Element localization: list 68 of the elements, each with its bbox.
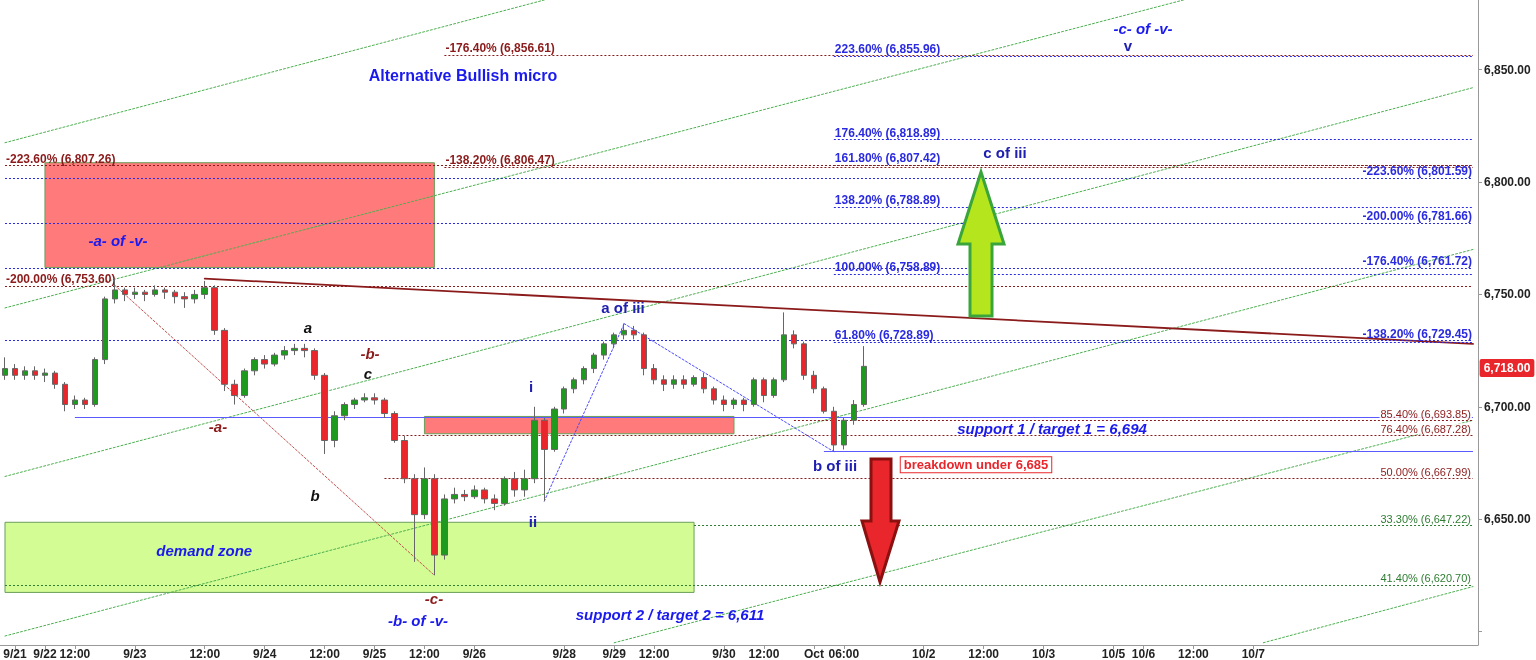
ref-line-label: 50.00% (6,667.99)	[1380, 466, 1472, 479]
ref-line-label: -176.40% (6,761.72)	[1362, 254, 1473, 269]
x-tick-label: 12:00	[59, 647, 91, 660]
x-tick-label: 10/6	[1131, 647, 1156, 660]
text: Alternative Bullish micro	[368, 66, 558, 84]
ref-line-label: 41.40% (6,620.70)	[1380, 572, 1472, 585]
x-tick-label: 9/22	[33, 647, 57, 660]
annotation: i	[528, 377, 534, 395]
y-tick-label: 6,700.00	[1484, 399, 1532, 414]
x-tick-label: 12:00	[748, 647, 780, 660]
annotation: b	[310, 486, 320, 504]
x-tick-label: 10/3	[1031, 647, 1056, 660]
ref-line-label: -200.00% (6,781.66)	[1362, 209, 1473, 224]
ref-line-label: 176.40% (6,818.89)	[834, 125, 941, 140]
annotation: -b- of -v-	[388, 611, 448, 629]
annotation: -a- of -v-	[88, 231, 148, 249]
x-tick-label: 10/2	[912, 647, 936, 660]
x-tick-label: Oct	[803, 647, 824, 660]
annotation: c	[363, 364, 373, 382]
text: 6,718.00	[1483, 361, 1531, 375]
x-tick-label: 10/7	[1241, 647, 1266, 660]
annotation: b of iii	[812, 456, 858, 474]
x-tick-label: 12:00	[309, 647, 341, 660]
ref-line-label: 33.30% (6,647.22)	[1380, 512, 1472, 525]
ref-line-label: 76.40% (6,687.28)	[1380, 422, 1472, 435]
x-tick-label: 9/24	[252, 647, 277, 660]
ref-line-label: 61.80% (6,728.89)	[834, 327, 934, 342]
ref-line-label: 223.60% (6,855.96)	[834, 42, 941, 57]
y-tick-label: 6,800.00	[1484, 175, 1532, 190]
annotation: -c- of -v-	[1113, 19, 1173, 37]
x-tick-label: 9/23	[123, 647, 147, 660]
annotation: a	[303, 318, 313, 336]
annotation: breakdown under 6,685	[903, 457, 1049, 473]
ref-line-label: -200.00% (6,753.60)	[5, 272, 116, 287]
x-tick-label: 10/5	[1101, 647, 1126, 660]
x-tick-label: 9/28	[552, 647, 577, 660]
annotation: -c-	[424, 589, 444, 607]
annotation: -a-	[208, 417, 228, 435]
x-tick-label: 12:00	[968, 647, 1000, 660]
ref-line-label: -138.20% (6,729.45)	[1362, 326, 1473, 341]
ref-line-label: 85.40% (6,693.85)	[1380, 408, 1472, 421]
ref-line-label: 138.20% (6,788.89)	[834, 193, 941, 208]
x-tick-label: 9/29	[602, 647, 627, 660]
y-tick-label: 6,850.00	[1484, 62, 1532, 77]
ref-line-label: 161.80% (6,807.42)	[834, 151, 941, 166]
band-label: demand zone	[156, 542, 253, 560]
x-tick-label: 9/21	[3, 647, 27, 660]
y-tick-label: 6,650.00	[1484, 512, 1532, 527]
x-tick-label: 06:00	[828, 647, 860, 660]
x-tick-label: 9/30	[712, 647, 737, 660]
ref-line-label: -223.60% (6,807.26)	[5, 151, 116, 166]
x-tick-label: 9/26	[462, 647, 487, 660]
annotation: ii	[528, 512, 538, 530]
annotation: a of iii	[601, 298, 645, 316]
annotation: -b-	[360, 344, 380, 362]
y-tick-label: 6,750.00	[1484, 287, 1532, 302]
annotation: c of iii	[983, 143, 1027, 161]
annotation: support 2 / target 2 = 6,611	[575, 605, 765, 623]
annotation: v	[1123, 36, 1133, 54]
annotation: support 1 / target 1 = 6,694	[957, 419, 1148, 437]
x-tick-label: 12:00	[1178, 647, 1210, 660]
x-tick-label: 12:00	[189, 647, 221, 660]
x-tick-label: 12:00	[409, 647, 441, 660]
ref-line-label: -138.20% (6,806.47)	[445, 153, 555, 168]
ref-line-label: -176.40% (6,856.61)	[445, 40, 555, 55]
x-tick-label: 9/25	[362, 647, 387, 660]
ref-line-label: -223.60% (6,801.59)	[1362, 164, 1473, 179]
x-tick-label: 12:00	[638, 647, 670, 660]
